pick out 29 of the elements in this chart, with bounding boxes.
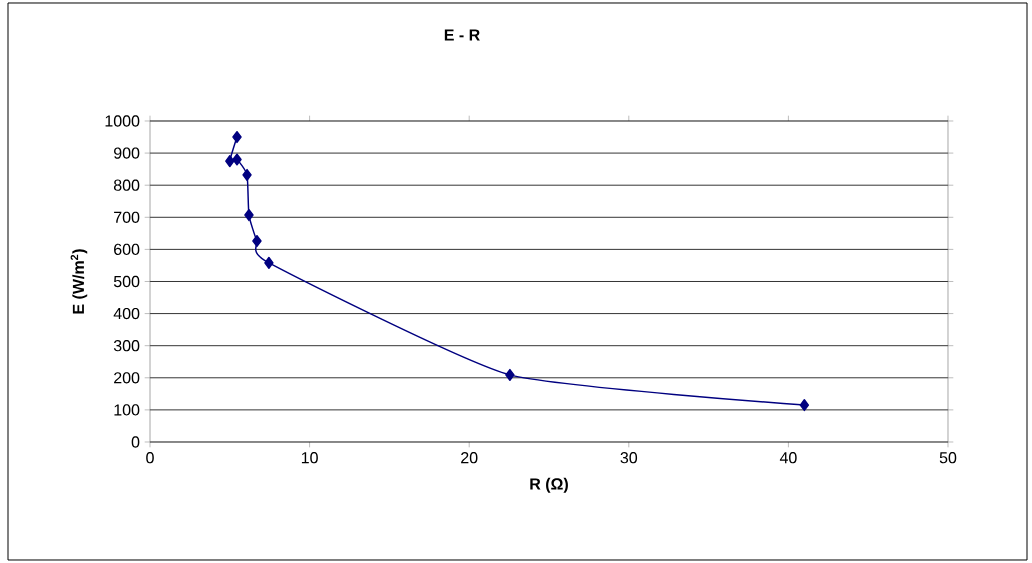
point	[232, 153, 242, 166]
y-tick-label: 500	[113, 275, 140, 288]
x-tick-label: 10	[301, 452, 318, 464]
x-tick-label: 0	[146, 452, 154, 464]
x-tick-label: 50	[939, 452, 957, 464]
y-tick-label: 600	[114, 243, 140, 256]
y-tick-label: 400	[113, 307, 140, 320]
y-tick-label: 100	[114, 404, 140, 416]
x-tick-label: 30	[620, 452, 638, 464]
y-tick-label: 0	[131, 436, 140, 448]
y-axis-title: E (W/m$^{2}$)	[70, 249, 88, 314]
point	[799, 399, 810, 412]
point	[252, 234, 262, 248]
point	[244, 208, 254, 222]
y-tick-label: 800	[113, 179, 140, 191]
chart-title: E - R	[444, 29, 480, 41]
y-tick-label: 200	[114, 372, 140, 384]
point	[505, 368, 515, 381]
y-tick-label: 300	[113, 340, 140, 352]
x-axis-title: R (Ω)	[530, 477, 568, 493]
x-tick-label: 40	[779, 452, 797, 464]
y-tick-label: 700	[114, 211, 140, 223]
x-tick-label: 20	[461, 452, 478, 464]
point	[242, 168, 252, 181]
y-tick-label: 1000	[105, 115, 140, 127]
point	[264, 256, 274, 269]
y-tick-label: 900	[114, 147, 140, 159]
point	[225, 155, 235, 168]
point	[232, 130, 242, 144]
